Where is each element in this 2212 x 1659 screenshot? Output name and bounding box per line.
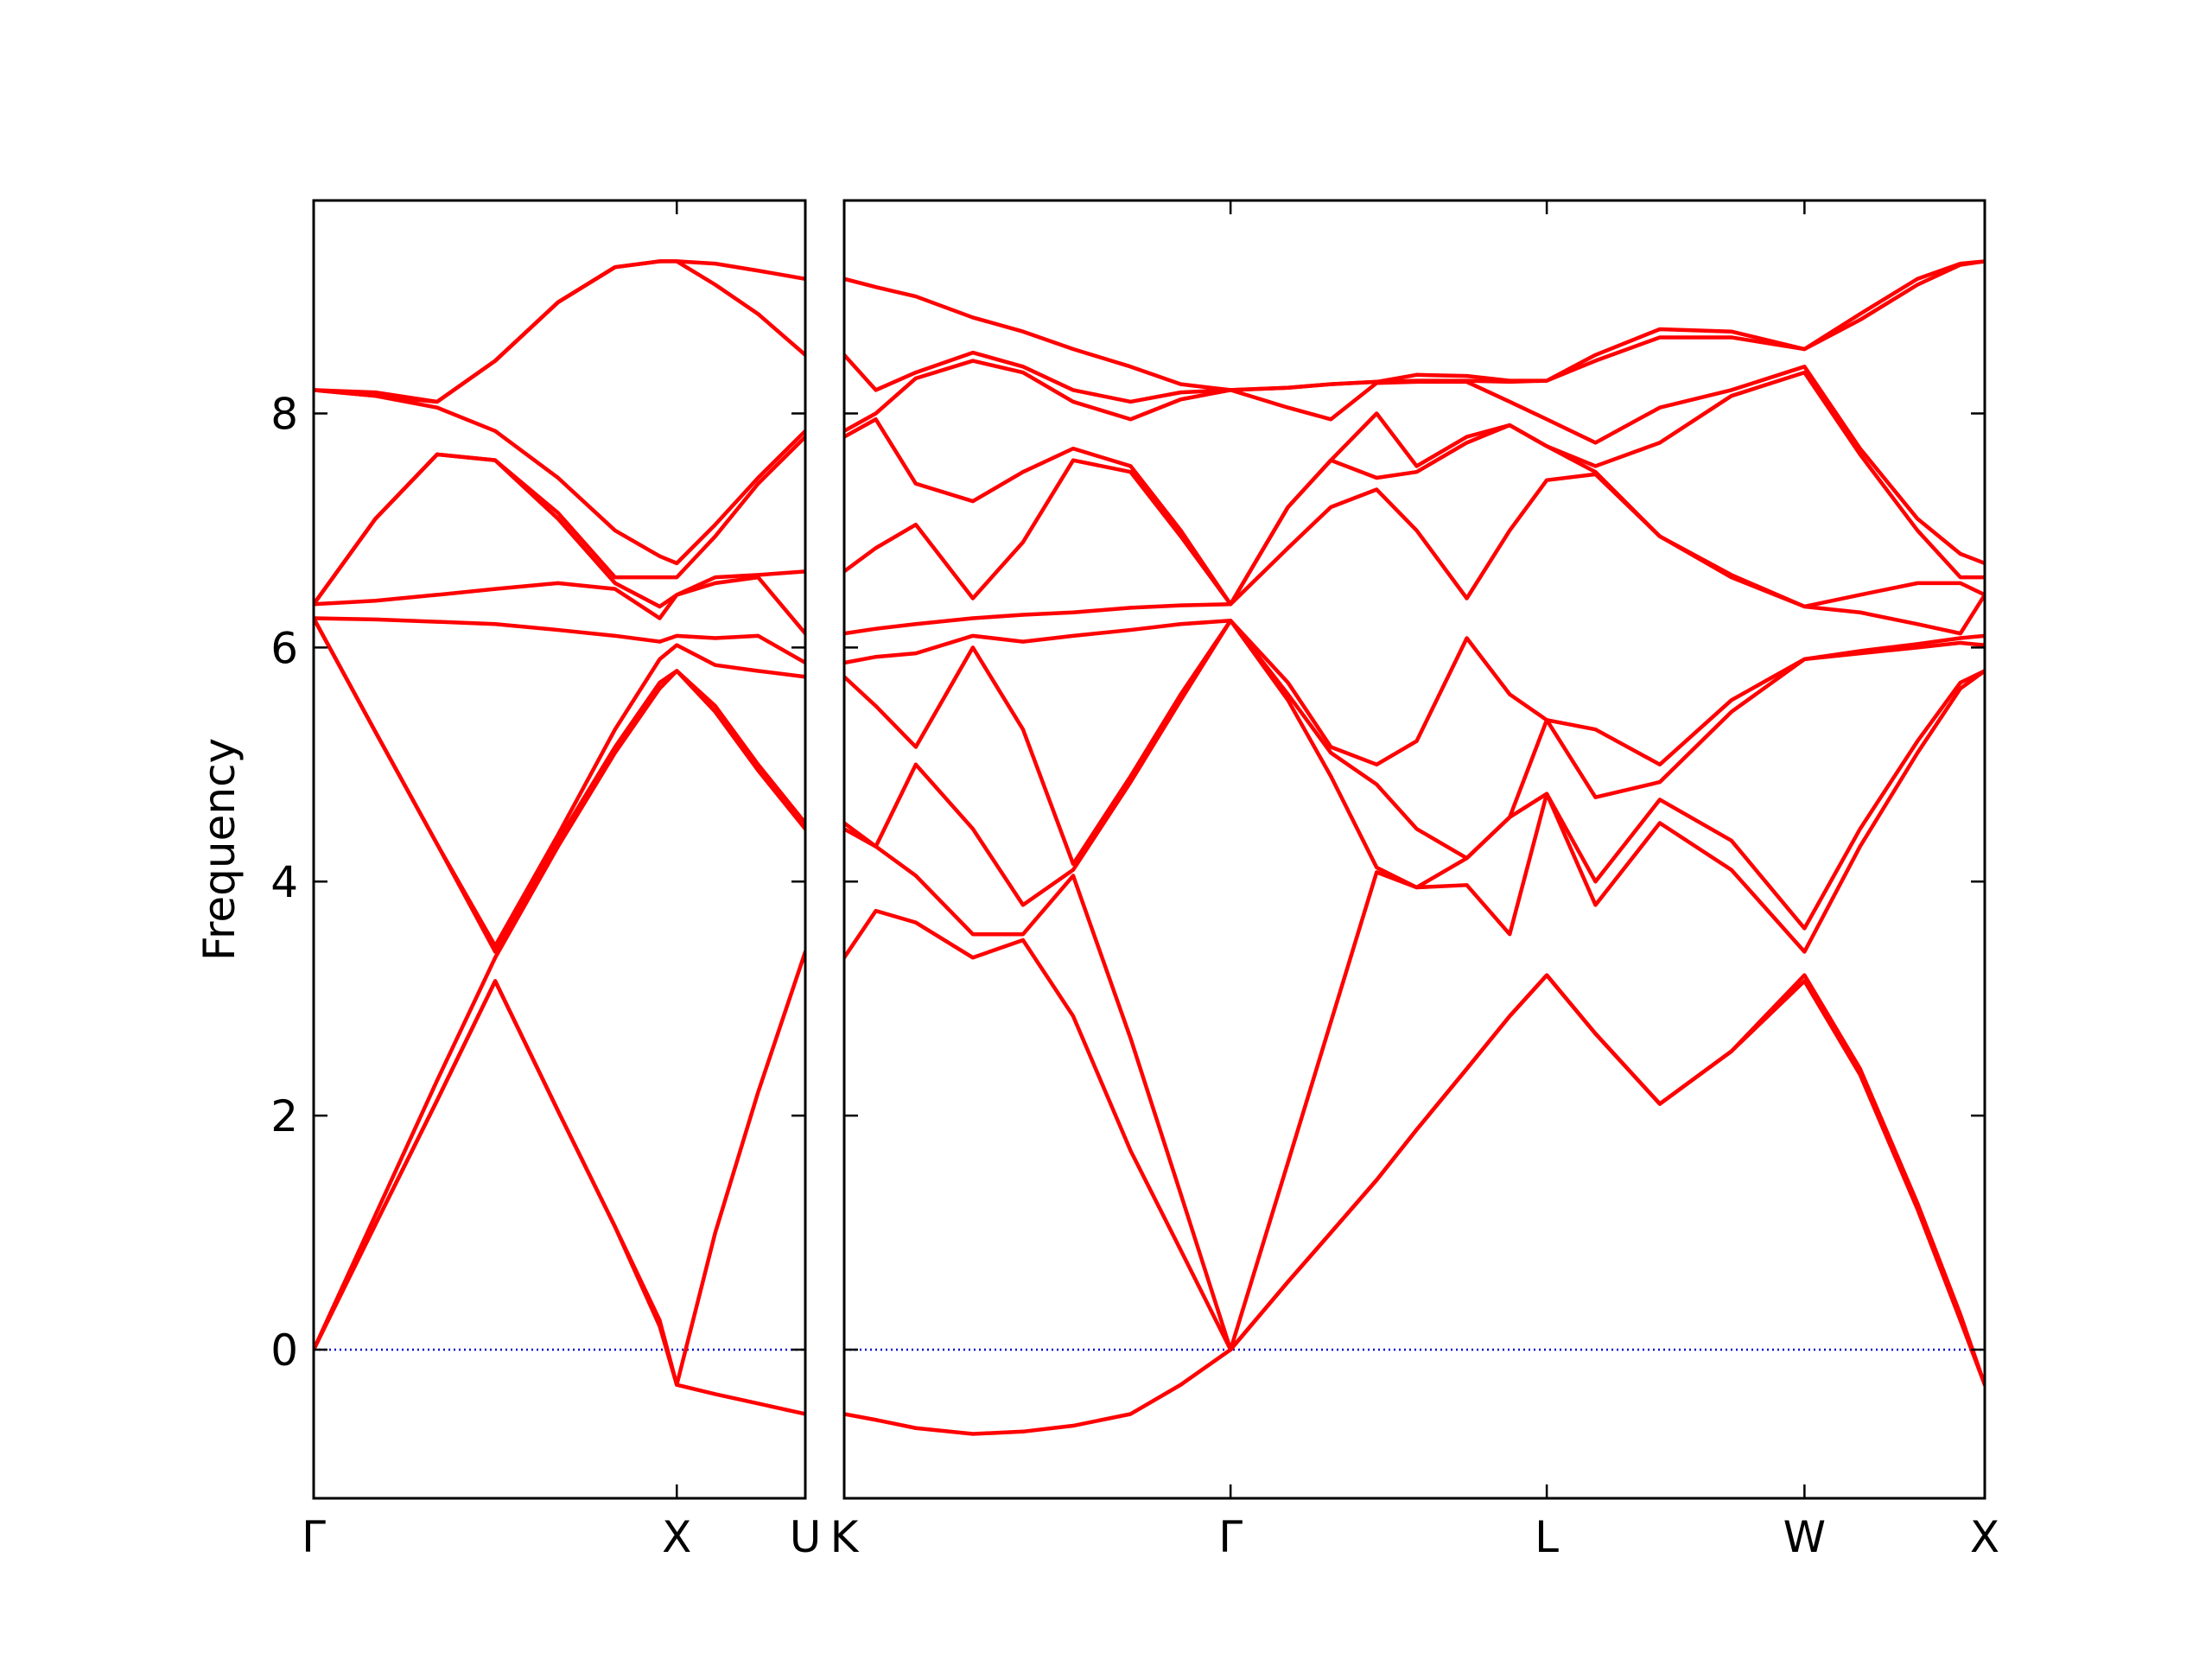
band-line (844, 908, 1985, 1387)
x-tick-label: U (790, 1512, 822, 1562)
band-line (314, 950, 805, 1387)
band-line (314, 575, 805, 636)
axes-frame (842, 199, 1986, 1500)
band-line (314, 259, 805, 404)
y-tick-label: 2 (270, 1091, 298, 1141)
y-tick-label: 6 (270, 623, 298, 673)
y-tick-label: 8 (270, 389, 298, 439)
x-tick-label: X (1970, 1512, 1999, 1562)
band-line (314, 616, 805, 665)
band-line (844, 973, 1985, 1436)
axes-frame (312, 199, 807, 1500)
band-line (314, 616, 805, 948)
y-tick-label: 4 (270, 857, 298, 907)
x-tick-label: X (662, 1512, 691, 1562)
x-tick-label: K (830, 1512, 860, 1562)
y-tick-label: 0 (270, 1325, 298, 1376)
y-axis-label: Frequency (194, 738, 245, 961)
band-line (314, 669, 805, 1352)
band-line (844, 669, 1985, 1352)
band-line (314, 259, 805, 404)
band-line (844, 370, 1985, 607)
band-line (844, 472, 1985, 636)
band-line (314, 388, 805, 566)
band-line (844, 618, 1985, 767)
x-tick-label: L (1535, 1512, 1559, 1562)
x-tick-label: Γ (1218, 1512, 1243, 1562)
band-line (844, 259, 1985, 392)
band-line (314, 435, 805, 607)
band-line (844, 423, 1985, 609)
band-line (844, 618, 1985, 931)
x-tick-label: Γ (302, 1512, 326, 1562)
x-tick-label: W (1783, 1512, 1826, 1562)
